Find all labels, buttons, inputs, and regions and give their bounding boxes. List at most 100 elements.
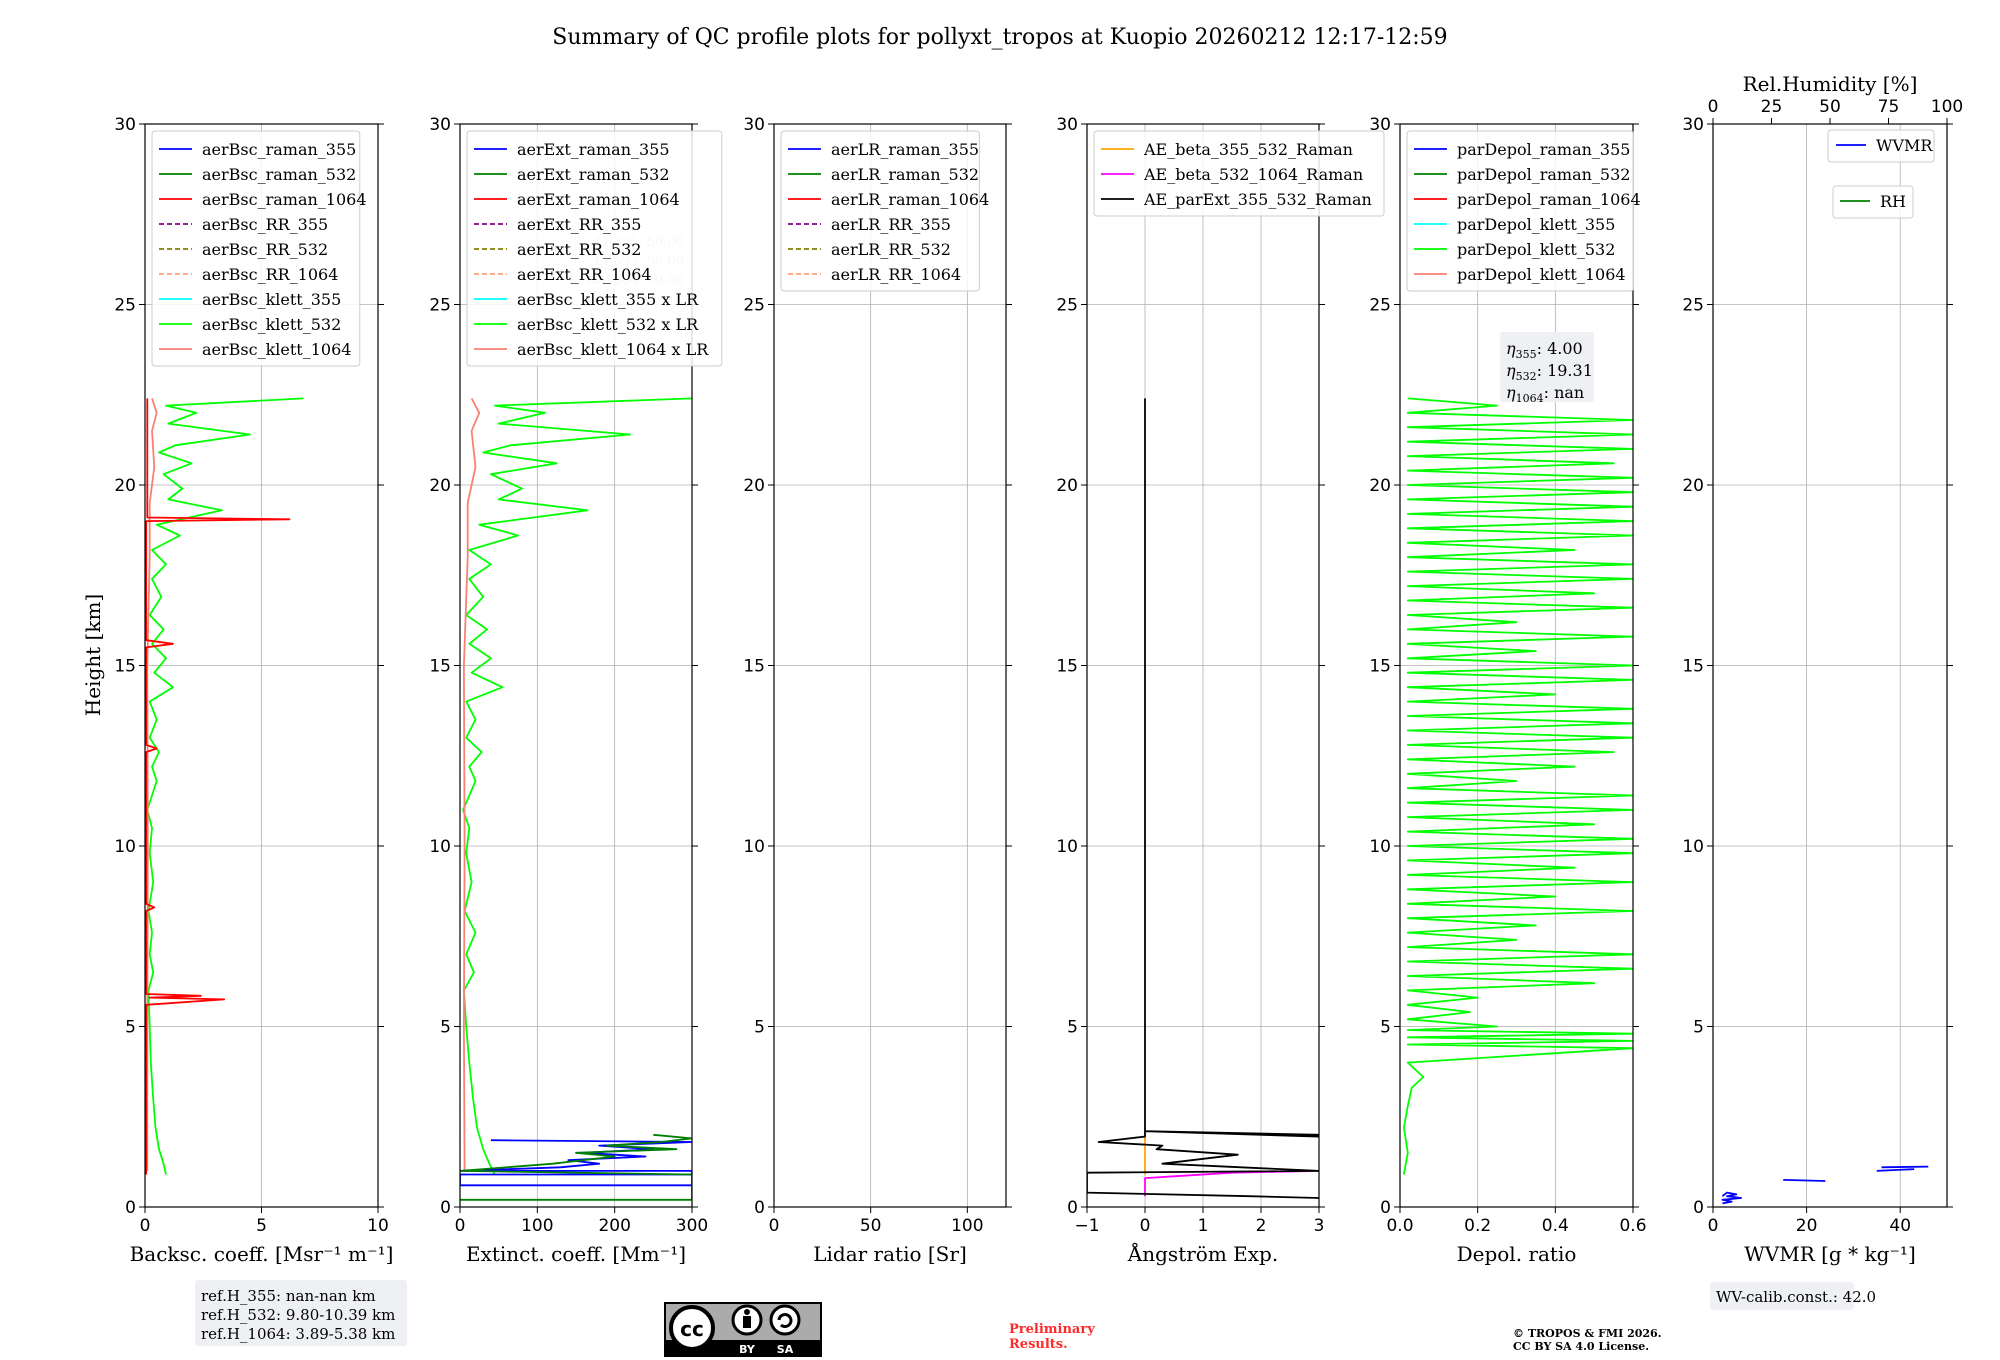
eta-entry: η532: 19.31 xyxy=(1506,361,1593,383)
x-axis-label: Ångström Exp. xyxy=(1127,1241,1278,1266)
legend-label: aerExt_raman_1064 xyxy=(517,190,680,209)
y-tick-label: 20 xyxy=(114,476,136,496)
x-tick-label: 0 xyxy=(455,1216,466,1236)
x-axis-label: Extinct. coeff. [Mm⁻¹] xyxy=(466,1242,686,1266)
y-tick-label: 30 xyxy=(743,115,765,135)
top-x-tick-label: 50 xyxy=(1819,97,1841,117)
panel-depol: 0 5 10 15 20 25 30 0.0 0.2 0.4 0.6 Depol. ratio parD… xyxy=(1369,115,1646,1266)
legend-label: aerBsc_raman_532 xyxy=(202,165,356,184)
legend-label: aerLR_RR_355 xyxy=(831,215,951,234)
x-tick-label: 0 xyxy=(1140,1216,1151,1236)
x-tick-label: 300 xyxy=(676,1216,708,1236)
x-tick-label: 5 xyxy=(256,1216,267,1236)
y-tick-label: 25 xyxy=(743,296,765,316)
top-x-tick-label: 25 xyxy=(1761,97,1783,117)
x-tick-label: 100 xyxy=(951,1216,983,1236)
top-x-tick-label: 75 xyxy=(1878,97,1900,117)
legend-label: aerBsc_RR_1064 xyxy=(202,265,338,284)
x-tick-label: 2 xyxy=(1256,1216,1267,1236)
y-tick-label: 0 xyxy=(440,1198,451,1218)
eta-value: : nan xyxy=(1544,383,1585,402)
y-tick-label: 30 xyxy=(1369,115,1391,135)
y-tick-label: 25 xyxy=(429,296,451,316)
preliminary-line-1: Preliminary xyxy=(1009,1322,1095,1337)
x-tick-label: 0.4 xyxy=(1542,1216,1569,1236)
panel-lr: 0 5 10 15 20 25 30 0 50 100 Lidar ratio [Sr] aerLR_… xyxy=(743,115,1012,1266)
share-alike-icon xyxy=(769,1304,801,1336)
eta-symbol: η xyxy=(1506,383,1516,402)
legend-label: aerExt_RR_355 xyxy=(517,215,641,234)
legend-label: parDepol_klett_1064 xyxy=(1457,265,1626,284)
series-aerBsc_klett_1064 xyxy=(146,398,158,1171)
top-x-axis-label: Rel.Humidity [%] xyxy=(1743,72,1918,96)
y-tick-label: 15 xyxy=(1369,657,1391,677)
y-tick-label: 25 xyxy=(1369,296,1391,316)
legend-label: aerLR_raman_532 xyxy=(831,165,979,184)
series-aerExt_raman_355 xyxy=(460,1139,692,1187)
x-tick-label: 0.2 xyxy=(1464,1216,1491,1236)
wv-calib-text: WV-calib.const.: 42.0 xyxy=(1716,1288,1876,1306)
top-x-tick-label: 100 xyxy=(1931,97,1963,117)
y-tick-label: 5 xyxy=(1693,1018,1704,1038)
legend-label: aerLR_raman_355 xyxy=(831,140,979,159)
legend-label: RH xyxy=(1880,192,1906,211)
eta-subscript: 1064 xyxy=(1516,392,1544,405)
eta-value: : 19.31 xyxy=(1537,361,1593,380)
legend-label: aerBsc_klett_355 x LR xyxy=(517,290,699,309)
y-tick-label: 15 xyxy=(114,657,136,677)
legend-label: aerExt_RR_532 xyxy=(517,240,641,259)
x-tick-label: 20 xyxy=(1796,1216,1818,1236)
legend-label: aerBsc_klett_355 xyxy=(202,290,341,309)
series-aerExt_raman_532 xyxy=(460,1133,692,1201)
x-tick-label: 50 xyxy=(860,1216,882,1236)
x-axis-label: WVMR [g * kg⁻¹] xyxy=(1744,1242,1916,1266)
wv-calib-box: WV-calib.const.: 42.0 xyxy=(1710,1282,1876,1310)
legend-box xyxy=(466,130,723,367)
y-tick-label: 20 xyxy=(1682,476,1704,496)
y-tick-label: 20 xyxy=(1056,476,1078,496)
eta-subscript: 355 xyxy=(1516,348,1537,361)
x-tick-label: 0.0 xyxy=(1386,1216,1413,1236)
y-tick-label: 15 xyxy=(429,657,451,677)
legend-label: AE_beta_355_532_Raman xyxy=(1143,140,1353,159)
preliminary-line-2: Results. xyxy=(1009,1337,1068,1352)
y-tick-label: 0 xyxy=(125,1198,136,1218)
legend-label: aerBsc_RR_355 xyxy=(202,215,328,234)
legend-label: aerExt_RR_1064 xyxy=(517,265,652,284)
y-tick-label: 5 xyxy=(1380,1018,1391,1038)
x-tick-label: 0 xyxy=(1708,1216,1719,1236)
legend-label: aerExt_raman_532 xyxy=(517,165,670,184)
legend-box-rh xyxy=(1832,185,1914,219)
series-WVMR xyxy=(1876,1168,1915,1172)
y-tick-label: 0 xyxy=(1380,1198,1391,1218)
cc-license-badge: cc BY SA xyxy=(664,1302,822,1357)
badge-by-label: BY xyxy=(739,1343,756,1356)
series-group xyxy=(1721,1165,1929,1205)
legend-label: WVMR xyxy=(1876,136,1933,155)
ref-height-box: ref.H_355: nan-nan km ref.H_532: 9.80-10… xyxy=(195,1280,407,1346)
legend-label: aerBsc_klett_1064 xyxy=(202,340,351,359)
eta-entry: η355: 4.00 xyxy=(1506,339,1583,361)
y-tick-label: 20 xyxy=(743,476,765,496)
cc-logo-icon xyxy=(669,1305,715,1351)
series-group xyxy=(145,397,304,1175)
eta-subscript: 532 xyxy=(1516,370,1537,383)
y-tick-label: 15 xyxy=(743,657,765,677)
y-tick-label: 0 xyxy=(1067,1198,1078,1218)
y-tick-label: 30 xyxy=(429,115,451,135)
legend-box xyxy=(151,130,361,367)
y-tick-label: 10 xyxy=(429,837,451,857)
series-WVMR xyxy=(1881,1165,1929,1169)
y-tick-label: 20 xyxy=(1369,476,1391,496)
x-tick-label: 100 xyxy=(521,1216,553,1236)
legend-label: AE_beta_532_1064_Raman xyxy=(1143,165,1363,184)
y-tick-label: 20 xyxy=(429,476,451,496)
y-tick-label: 30 xyxy=(114,115,136,135)
legend-label: aerBsc_raman_355 xyxy=(202,140,356,159)
eta-box xyxy=(1500,332,1594,402)
series-group xyxy=(1087,398,1319,1199)
eta-value: : 4.00 xyxy=(1537,339,1583,358)
